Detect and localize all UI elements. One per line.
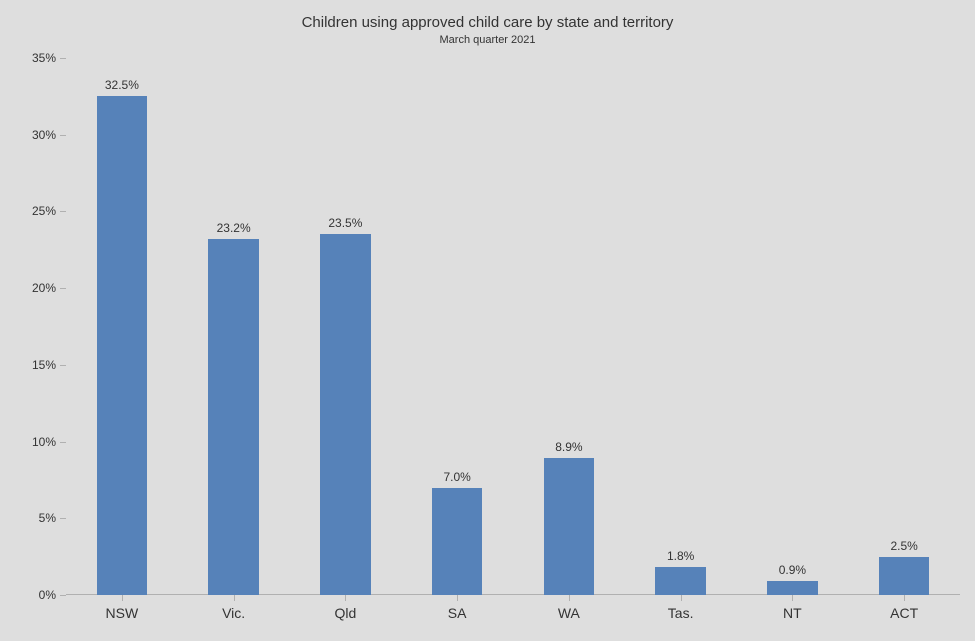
bar-value-label: 2.5% — [864, 539, 944, 553]
chart-container: Children using approved child care by st… — [0, 0, 975, 641]
bar — [432, 488, 482, 595]
x-tick-label: NSW — [72, 605, 172, 621]
bar-value-label: 0.9% — [752, 563, 832, 577]
bar — [879, 557, 929, 595]
bar — [544, 458, 594, 595]
bar-value-label: 8.9% — [529, 440, 609, 454]
y-tick-label: 10% — [10, 435, 56, 449]
y-tick-label: 35% — [10, 51, 56, 65]
y-tick-mark — [60, 58, 66, 59]
x-tick-mark — [904, 595, 905, 601]
y-tick-mark — [60, 442, 66, 443]
x-tick-mark — [234, 595, 235, 601]
y-tick-label: 25% — [10, 204, 56, 218]
x-tick-mark — [792, 595, 793, 601]
x-tick-label: Qld — [295, 605, 395, 621]
y-tick-mark — [60, 288, 66, 289]
bar — [655, 567, 705, 595]
x-tick-mark — [122, 595, 123, 601]
y-tick-label: 20% — [10, 281, 56, 295]
x-tick-mark — [569, 595, 570, 601]
chart-title: Children using approved child care by st… — [0, 14, 975, 31]
x-tick-label: Vic. — [184, 605, 284, 621]
x-tick-label: WA — [519, 605, 619, 621]
y-tick-mark — [60, 595, 66, 596]
x-tick-mark — [457, 595, 458, 601]
bar-value-label: 1.8% — [641, 549, 721, 563]
y-tick-label: 30% — [10, 128, 56, 142]
x-axis-line — [66, 594, 960, 595]
y-tick-mark — [60, 365, 66, 366]
x-tick-label: SA — [407, 605, 507, 621]
x-tick-label: ACT — [854, 605, 954, 621]
bar-value-label: 7.0% — [417, 470, 497, 484]
y-tick-mark — [60, 211, 66, 212]
bar — [208, 239, 258, 595]
y-tick-mark — [60, 135, 66, 136]
chart-subtitle: March quarter 2021 — [0, 34, 975, 46]
plot-area: 0%5%10%15%20%25%30%35%32.5%NSW23.2%Vic.2… — [66, 58, 960, 595]
x-tick-mark — [681, 595, 682, 601]
y-tick-label: 0% — [10, 588, 56, 602]
x-tick-label: NT — [742, 605, 842, 621]
bar — [97, 96, 147, 595]
bar-value-label: 23.5% — [305, 216, 385, 230]
y-tick-label: 5% — [10, 511, 56, 525]
bar — [767, 581, 817, 595]
y-tick-label: 15% — [10, 358, 56, 372]
x-tick-mark — [345, 595, 346, 601]
y-tick-mark — [60, 518, 66, 519]
bar — [320, 234, 370, 595]
bar-value-label: 23.2% — [194, 221, 274, 235]
bar-value-label: 32.5% — [82, 78, 162, 92]
x-tick-label: Tas. — [631, 605, 731, 621]
